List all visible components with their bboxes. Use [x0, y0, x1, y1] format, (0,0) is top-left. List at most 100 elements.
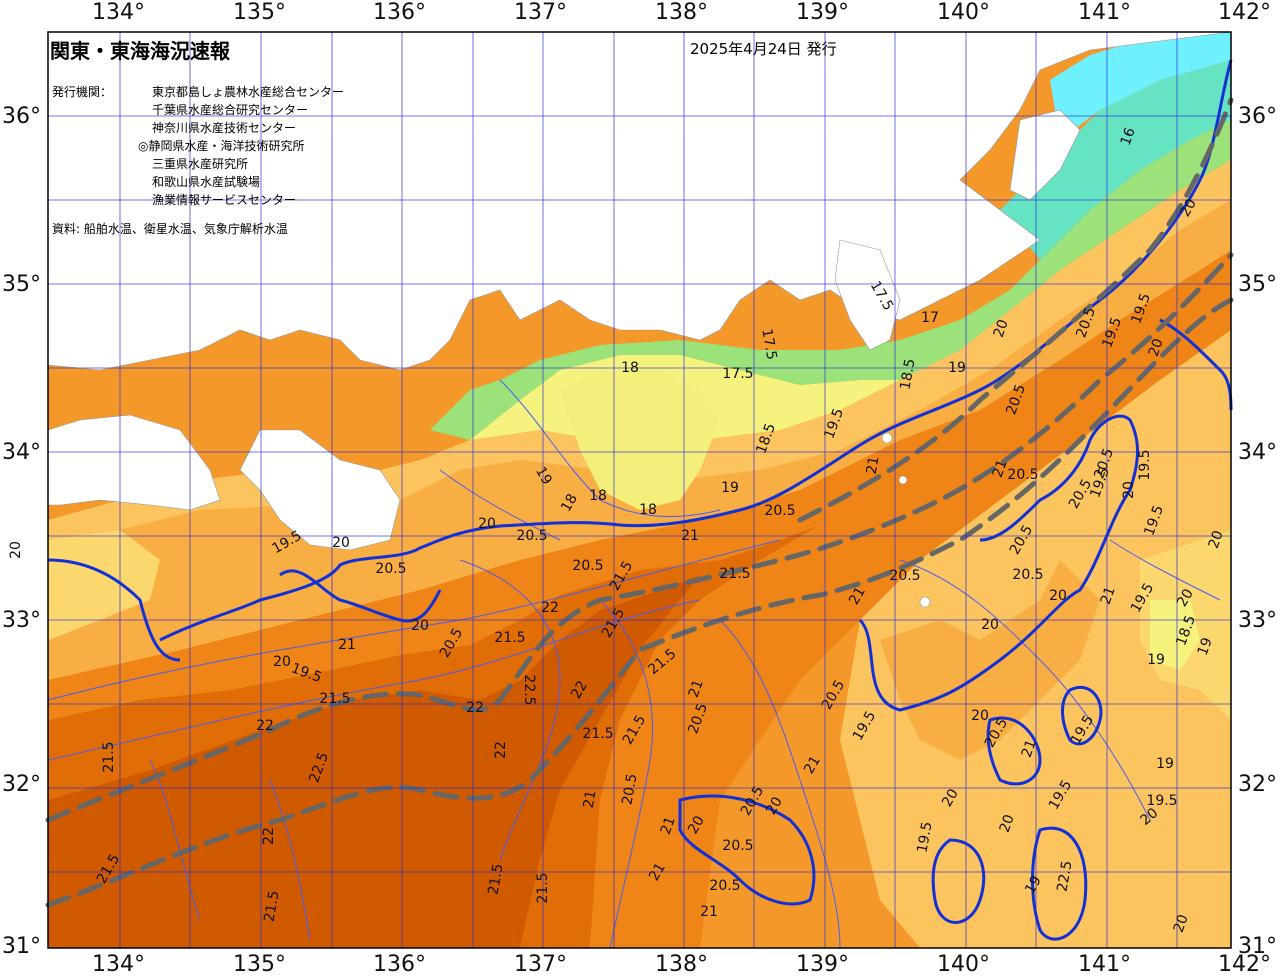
- lat-label: 34°: [2, 440, 41, 465]
- contour-label: 20: [273, 654, 291, 670]
- contour-label: 20.5: [764, 503, 795, 519]
- contour-label: 17: [921, 310, 939, 326]
- data-sources: 資料: 船舶水温、衛星水温、気象庁解析水温: [52, 222, 288, 236]
- contour-label: 19: [948, 360, 966, 376]
- lon-label: 136°: [373, 0, 426, 25]
- lon-label: 136°: [373, 952, 426, 977]
- contour-label: 18: [589, 488, 607, 504]
- contour-label: 20.5: [375, 561, 406, 577]
- lat-label: 36°: [2, 104, 41, 129]
- sst-zone-17: [430, 120, 1231, 440]
- issuers-label: 発行機関：: [52, 85, 113, 99]
- contour-label: 20: [478, 516, 496, 532]
- thin-contours: [47, 379, 1221, 949]
- contour-label: 20.5: [572, 558, 603, 574]
- sst-zone-20-west: [48, 200, 1231, 680]
- contour-label: 20.5: [1007, 467, 1038, 483]
- contour-label: 21: [338, 637, 356, 653]
- lon-label: 141°: [1078, 0, 1131, 25]
- contour-label: 20: [1177, 196, 1200, 219]
- contour-label: 20: [411, 618, 429, 634]
- land-island-izu-oshima: [881, 432, 893, 444]
- contour-label: 22.5: [1054, 860, 1075, 893]
- contour-label: 18: [639, 502, 657, 518]
- lon-label: 142°: [1218, 0, 1271, 25]
- contour-label: 20: [1174, 586, 1197, 609]
- contour-label: 19.5: [1137, 449, 1153, 480]
- contour-label: 21: [1098, 585, 1119, 607]
- contour-label: 21: [864, 455, 883, 475]
- contour-label: 20.5: [709, 878, 740, 894]
- contour-label: 20: [763, 794, 786, 817]
- contour-label: 17.5: [758, 328, 779, 361]
- lon-label: 140°: [937, 952, 990, 977]
- lat-label: 32°: [2, 772, 41, 797]
- contour-label: 19: [1195, 636, 1216, 658]
- contour-label: 20.5: [889, 568, 920, 584]
- lat-label: 33°: [2, 608, 41, 633]
- contour-label: 21: [686, 678, 707, 700]
- contour-label: 21: [658, 815, 679, 837]
- institution-item: 三重県水産研究所: [152, 157, 249, 171]
- sst-zone-20-east: [880, 560, 1100, 760]
- contour-label: 21: [681, 528, 699, 544]
- contour-label: 21: [646, 860, 669, 883]
- lon-label: 137°: [514, 0, 567, 25]
- land-kii-peninsula: [239, 429, 401, 551]
- contour-label: 21.5: [319, 691, 350, 707]
- contour-label: 21.5: [485, 863, 506, 896]
- contour-label: 20: [685, 813, 708, 836]
- contour-label: 22.5: [521, 674, 537, 705]
- contour-label: 20.5: [1012, 567, 1043, 583]
- contour-label: 21: [801, 753, 824, 776]
- issue-date: 2025年4月24日 発行: [690, 40, 837, 58]
- contour-label: 19: [532, 464, 555, 487]
- institution-item: 東京都島しょ農林水産総合センター: [152, 85, 345, 99]
- lat-label: 35°: [2, 272, 41, 297]
- contour-label: 21: [990, 458, 1011, 480]
- contour-label: 21.5: [535, 872, 551, 903]
- sst-zone-19-5-west: [48, 160, 1231, 560]
- institution-item: 和歌山県水産試験場: [152, 175, 261, 189]
- contour-label: 20: [1121, 481, 1137, 499]
- lat-label: 36°: [1238, 104, 1277, 129]
- sst-zone-18-ise: [560, 370, 720, 510]
- contour-label: 20: [991, 318, 1012, 340]
- lon-label: 141°: [1078, 952, 1131, 977]
- contour-label: 21.5: [101, 741, 117, 772]
- contour-label: 19: [721, 480, 739, 496]
- map-title: 関東・東海海況速報: [50, 39, 230, 63]
- contour-label: 19: [1022, 873, 1045, 896]
- lon-label: 142°: [1218, 952, 1271, 977]
- contour-label: 21.5: [261, 890, 282, 923]
- sst-zone-15: [1050, 32, 1231, 140]
- contour-label: 22: [256, 718, 274, 734]
- contour-label: 20.5: [722, 838, 753, 854]
- contour-label: 19: [1156, 756, 1174, 772]
- land-shikoku: [47, 414, 221, 511]
- contour-label: 22: [493, 741, 509, 759]
- contour-label: 21: [1019, 738, 1040, 760]
- lon-label: 135°: [233, 0, 286, 25]
- map-frame: [47, 31, 1232, 949]
- contour-label: 21.5: [719, 566, 750, 582]
- contour-label: 18: [621, 360, 639, 376]
- contour-label: 19: [1147, 652, 1165, 668]
- contour-label: 16: [1118, 125, 1139, 147]
- lat-label: 35°: [1238, 272, 1277, 297]
- contour-label: 20: [939, 786, 962, 809]
- lat-lon-grid: [48, 32, 1231, 948]
- contour-label: 21: [581, 789, 600, 809]
- sst-zone-16: [1000, 60, 1231, 260]
- contour-label: 20: [971, 708, 989, 724]
- sst-zone-18-5-spot: [1150, 600, 1200, 670]
- lon-label: 139°: [796, 952, 849, 977]
- lon-label: 138°: [655, 0, 708, 25]
- land-izu-peninsula: [834, 239, 901, 351]
- contour-label: 20.5: [619, 773, 640, 806]
- institution-item: ◎静岡県水産・海洋技術研究所: [138, 139, 305, 153]
- contour-label: 20: [1146, 337, 1167, 359]
- contour-label: 19.5: [1146, 793, 1177, 809]
